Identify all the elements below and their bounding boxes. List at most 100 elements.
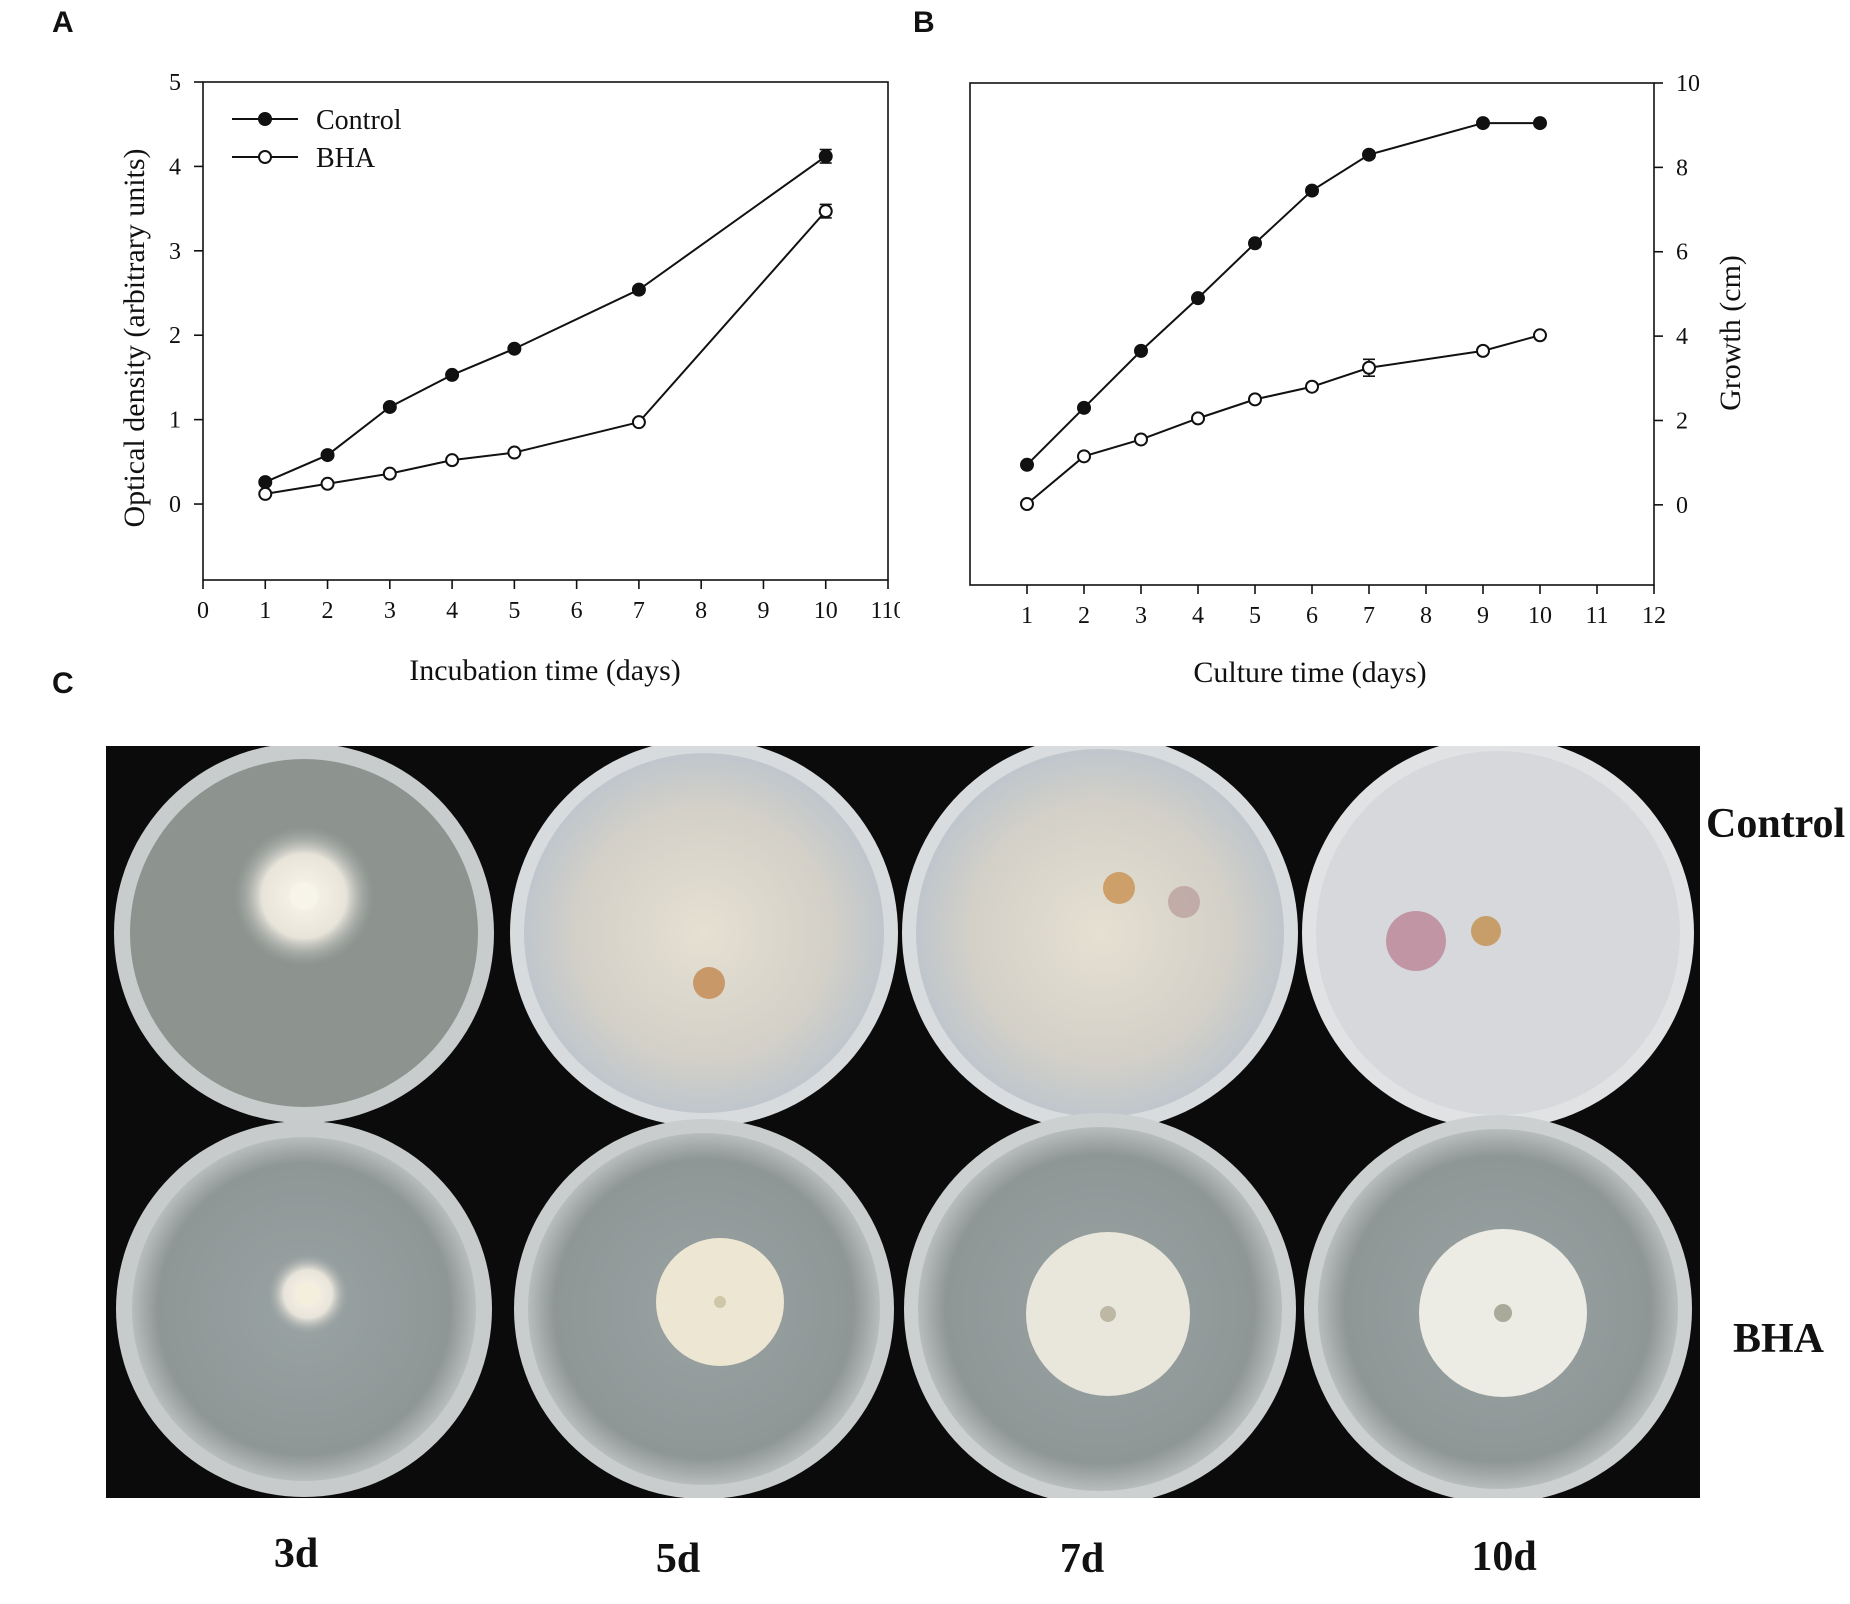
chart-b-series-1-point xyxy=(1305,379,1319,394)
panel-letter-b: B xyxy=(913,6,935,39)
chart-a-legend: Control BHA xyxy=(232,105,402,174)
chart-a-xtick-label: 4 xyxy=(446,598,458,624)
chart-b-ytick-label: 6 xyxy=(1676,240,1688,266)
time-label-7d: 7d xyxy=(1059,1536,1105,1582)
chart-a-series-0-point xyxy=(445,367,460,382)
chart-b-ytick-label: 4 xyxy=(1676,324,1688,350)
plate-control-5d xyxy=(510,739,898,1127)
time-label-10d: 10d xyxy=(1471,1534,1537,1580)
time-label-3d: 3d xyxy=(273,1531,319,1577)
chart-b-series-0-point xyxy=(1248,236,1262,251)
row-label-bha: BHA xyxy=(1733,1316,1825,1362)
plate-bha-3d xyxy=(116,1121,492,1497)
chart-a-plot-frame xyxy=(202,81,889,581)
chart-b-series-0-point xyxy=(1362,147,1376,162)
chart-a-series-1-point xyxy=(507,445,522,460)
chart-a-xlabel: Incubation time (days) xyxy=(409,654,681,687)
chart-a-ytick-label: 2 xyxy=(169,323,181,349)
chart-a-xtick-label: 3 xyxy=(384,598,396,624)
chart-a-series-0-point xyxy=(382,399,397,414)
panel-letter-a: A xyxy=(52,6,74,39)
chart-b-series-1-point xyxy=(1191,411,1205,426)
chart-b-plot-frame xyxy=(969,82,1655,586)
chart-b-xlabel: Culture time (days) xyxy=(1193,656,1426,689)
chart-a-series-1-point xyxy=(382,466,397,481)
chart-a-ytick-label: 3 xyxy=(169,239,181,265)
chart-b-ytick-label: 0 xyxy=(1676,493,1688,519)
chart-b-series-0-point xyxy=(1191,291,1205,306)
legend-bha-label: BHA xyxy=(316,143,376,174)
chart-b-series-0-point xyxy=(1533,116,1547,131)
chart-b-ytick-label: 10 xyxy=(1676,71,1700,97)
chart-a-xtick-label: 7 xyxy=(633,598,645,624)
panel-letter-c: C xyxy=(52,667,74,700)
chart-b-series-1-line xyxy=(1026,334,1541,505)
chart-a-optical-density: Optical density (arbitrary units) Incuba… xyxy=(118,70,900,687)
plate-bha-7d xyxy=(904,1113,1296,1505)
legend-control-label: Control xyxy=(316,105,402,136)
chart-b-series-1-point xyxy=(1077,449,1091,464)
chart-a-series-0-line xyxy=(264,155,827,484)
legend-control-marker xyxy=(258,112,272,126)
chart-a-series-0-point xyxy=(818,149,833,164)
chart-a-series-0-point xyxy=(258,475,273,490)
chart-b-xtick-label: 6 xyxy=(1306,603,1318,629)
plate-control-3d xyxy=(114,743,494,1123)
chart-b-series-0-point xyxy=(1077,400,1091,415)
chart-b-xtick-label: 3 xyxy=(1135,603,1147,629)
chart-a-series-0-point xyxy=(631,282,646,297)
chart-a-xtick-label: 10 xyxy=(814,598,838,624)
plate-control-7d xyxy=(902,735,1298,1131)
chart-b-xtick-label: 9 xyxy=(1477,603,1489,629)
chart-a-series-1-line xyxy=(265,210,827,495)
chart-a-series-1-point xyxy=(258,486,273,501)
plate-bha-5d xyxy=(514,1119,894,1499)
chart-b-series-0-point xyxy=(1020,457,1034,472)
chart-b-series-1-point xyxy=(1533,328,1547,343)
chart-a-ytick-label: 0 xyxy=(169,492,181,518)
chart-a-series-1-point xyxy=(445,453,460,468)
row-label-control: Control xyxy=(1706,801,1846,847)
plate-control-10d xyxy=(1302,737,1694,1129)
petri-plate-photographs xyxy=(106,735,1700,1505)
chart-a-xtick-label: 2 xyxy=(322,598,334,624)
chart-a-series-1-point xyxy=(631,415,646,430)
chart-b-xtick-label: 1 xyxy=(1021,603,1033,629)
chart-b-series-1-point xyxy=(1362,360,1376,375)
chart-b-xtick-label: 4 xyxy=(1192,603,1204,629)
chart-b-series-0-line xyxy=(1026,122,1540,466)
chart-a-xtick-label: 6 xyxy=(571,598,583,624)
chart-b-series-1-point xyxy=(1134,432,1148,447)
chart-a-series-1-point xyxy=(320,476,335,491)
chart-b-series-0-point xyxy=(1476,116,1490,131)
chart-b-ytick-label: 8 xyxy=(1676,155,1688,181)
chart-a-xtick-label: 0 xyxy=(197,598,209,624)
chart-b-series-1-point xyxy=(1248,392,1262,407)
petri-plate-grid xyxy=(114,735,1694,1505)
chart-b-series-1-point xyxy=(1020,497,1034,512)
chart-b-series-0-point xyxy=(1305,183,1319,198)
chart-b-xtick-label: 10 xyxy=(1528,603,1552,629)
chart-b-xtick-label: 7 xyxy=(1363,603,1375,629)
chart-b-xtick-label: 5 xyxy=(1249,603,1261,629)
chart-a-xtick-label: 1 xyxy=(259,598,271,624)
chart-a-ytick-label: 1 xyxy=(169,408,181,434)
chart-b-xtick-label: 11 xyxy=(1585,603,1608,629)
chart-a-xtick-label: 8 xyxy=(695,598,707,624)
chart-b-ytick-label: 2 xyxy=(1676,408,1688,434)
chart-a-xtick-label: 110 xyxy=(870,598,900,624)
legend-bha-marker xyxy=(258,150,272,164)
time-label-5d: 5d xyxy=(655,1536,701,1582)
plate-bha-10d xyxy=(1304,1115,1692,1503)
chart-a-series-1-point xyxy=(818,204,833,219)
chart-b-ylabel: Growth (cm) xyxy=(1714,255,1747,411)
chart-a-ytick-label: 5 xyxy=(169,70,181,96)
chart-a-ytick-label: 4 xyxy=(169,154,181,180)
chart-a-xtick-label: 5 xyxy=(508,598,520,624)
chart-b-series-0-point xyxy=(1134,343,1148,358)
chart-b-xtick-label: 12 xyxy=(1642,603,1666,629)
chart-a-series-0-point xyxy=(507,341,522,356)
chart-b-series-1-point xyxy=(1476,343,1490,358)
chart-a-series-0-point xyxy=(320,448,335,463)
